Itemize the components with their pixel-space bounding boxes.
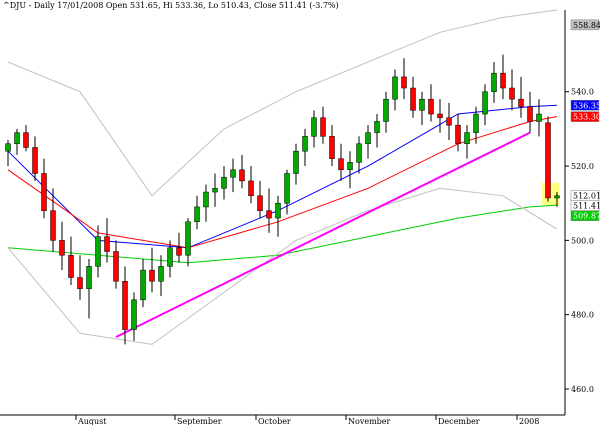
price-box-label-3: 512.019 xyxy=(573,192,600,201)
candle-body-37 xyxy=(338,158,344,171)
candle-body-46 xyxy=(419,98,425,111)
candle-body-43 xyxy=(392,76,398,100)
candle-body-33 xyxy=(302,136,308,152)
price-box-label-1: 536.359 xyxy=(573,101,600,110)
candle-body-40 xyxy=(365,132,371,145)
candle-series xyxy=(5,54,560,345)
candle-body-26 xyxy=(239,169,245,182)
series-line-5 xyxy=(115,131,531,338)
candle-body-8 xyxy=(77,277,83,289)
candle-body-51 xyxy=(464,132,470,145)
candle-body-14 xyxy=(131,299,137,330)
candle-body-31 xyxy=(284,173,290,204)
candle-body-7 xyxy=(68,254,74,278)
candle-body-52 xyxy=(473,113,479,133)
series-line-0 xyxy=(7,104,558,249)
candle-body-24 xyxy=(221,176,227,189)
y-tick-label-1: 480.0 xyxy=(571,311,594,320)
candle-body-2 xyxy=(23,132,29,148)
candle-body-0 xyxy=(5,143,11,152)
candle-body-9 xyxy=(86,266,92,289)
series-line-4 xyxy=(7,187,558,345)
x-tick-label-2: October xyxy=(258,417,291,425)
candle-body-4 xyxy=(41,173,47,211)
candle-body-57 xyxy=(518,98,524,107)
chart-lines xyxy=(7,9,559,345)
series-line-2 xyxy=(7,204,558,264)
x-tick-label-3: November xyxy=(348,417,391,425)
price-box-label-4: 511.41 xyxy=(573,202,600,211)
price-box-0 xyxy=(570,19,600,31)
series-line-3 xyxy=(7,9,558,197)
candle-body-23 xyxy=(212,188,218,193)
candle-body-58 xyxy=(527,106,533,122)
candle-body-59 xyxy=(536,113,542,122)
candle-body-11 xyxy=(104,236,110,252)
candle-body-1 xyxy=(14,132,20,145)
candle-body-50 xyxy=(455,124,461,145)
candle-body-18 xyxy=(167,247,173,267)
chart-title: ^DJU - Daily 17/01/2008 Open 531.65, Hi … xyxy=(3,1,339,10)
candle-body-15 xyxy=(140,269,146,301)
x-tick-label-4: December xyxy=(438,417,480,425)
y-tick-label-3: 520.0 xyxy=(571,162,594,171)
candle-body-54 xyxy=(491,72,497,92)
candle-body-39 xyxy=(356,143,362,163)
y-tick-label-0: 460.0 xyxy=(571,385,594,394)
candle-body-29 xyxy=(266,210,272,219)
candle-body-41 xyxy=(374,121,380,133)
candle-body-44 xyxy=(401,76,407,89)
price-box-5 xyxy=(570,210,600,221)
candle-body-5 xyxy=(50,210,56,241)
candle-body-20 xyxy=(185,221,191,256)
chart-axes: 460.0 480.0 500.0 520.0 540.0 August September… xyxy=(0,10,594,425)
candle-body-61 xyxy=(554,195,560,199)
price-box-label-5: 509.87 xyxy=(573,212,600,221)
candle-body-28 xyxy=(257,195,263,211)
candle-body-49 xyxy=(446,117,452,126)
candle-body-13 xyxy=(122,280,128,330)
price-box-label-2: 533.30 xyxy=(573,113,600,122)
x-tick-label-1: September xyxy=(177,417,222,425)
y-tick-label-2: 500.0 xyxy=(571,236,594,245)
price-box-1 xyxy=(570,100,600,111)
candle-body-48 xyxy=(437,113,443,119)
price-box-2 xyxy=(570,111,600,122)
candle-body-19 xyxy=(176,247,182,256)
candle-body-16 xyxy=(149,269,155,282)
candle-body-3 xyxy=(32,147,38,174)
candle-body-47 xyxy=(428,98,434,115)
candle-body-21 xyxy=(194,206,200,223)
candle-body-22 xyxy=(203,191,209,208)
candle-body-32 xyxy=(293,150,299,174)
candle-body-35 xyxy=(320,117,326,137)
candle-body-45 xyxy=(410,87,416,111)
y-tick-label-4: 540.0 xyxy=(571,88,594,97)
candle-body-17 xyxy=(158,266,164,282)
price-box-label-0: 558.84 xyxy=(573,21,600,30)
series-line-1 xyxy=(7,116,558,249)
candle-body-56 xyxy=(509,87,515,100)
candle-body-38 xyxy=(347,162,353,171)
candle-body-55 xyxy=(500,72,506,89)
x-tick-label-0: August xyxy=(77,417,107,425)
candle-body-60 xyxy=(545,122,551,199)
candle-body-42 xyxy=(383,98,389,122)
candle-body-10 xyxy=(95,236,101,267)
candle-body-25 xyxy=(230,169,236,178)
candle-body-30 xyxy=(275,202,281,219)
candle-body-36 xyxy=(329,136,335,159)
candle-body-53 xyxy=(482,91,488,115)
candle-body-34 xyxy=(311,117,317,137)
candle-body-12 xyxy=(113,251,119,282)
x-tick-label-5: 2008 xyxy=(519,417,539,425)
candle-body-27 xyxy=(248,180,254,197)
candle-body-6 xyxy=(59,240,65,256)
